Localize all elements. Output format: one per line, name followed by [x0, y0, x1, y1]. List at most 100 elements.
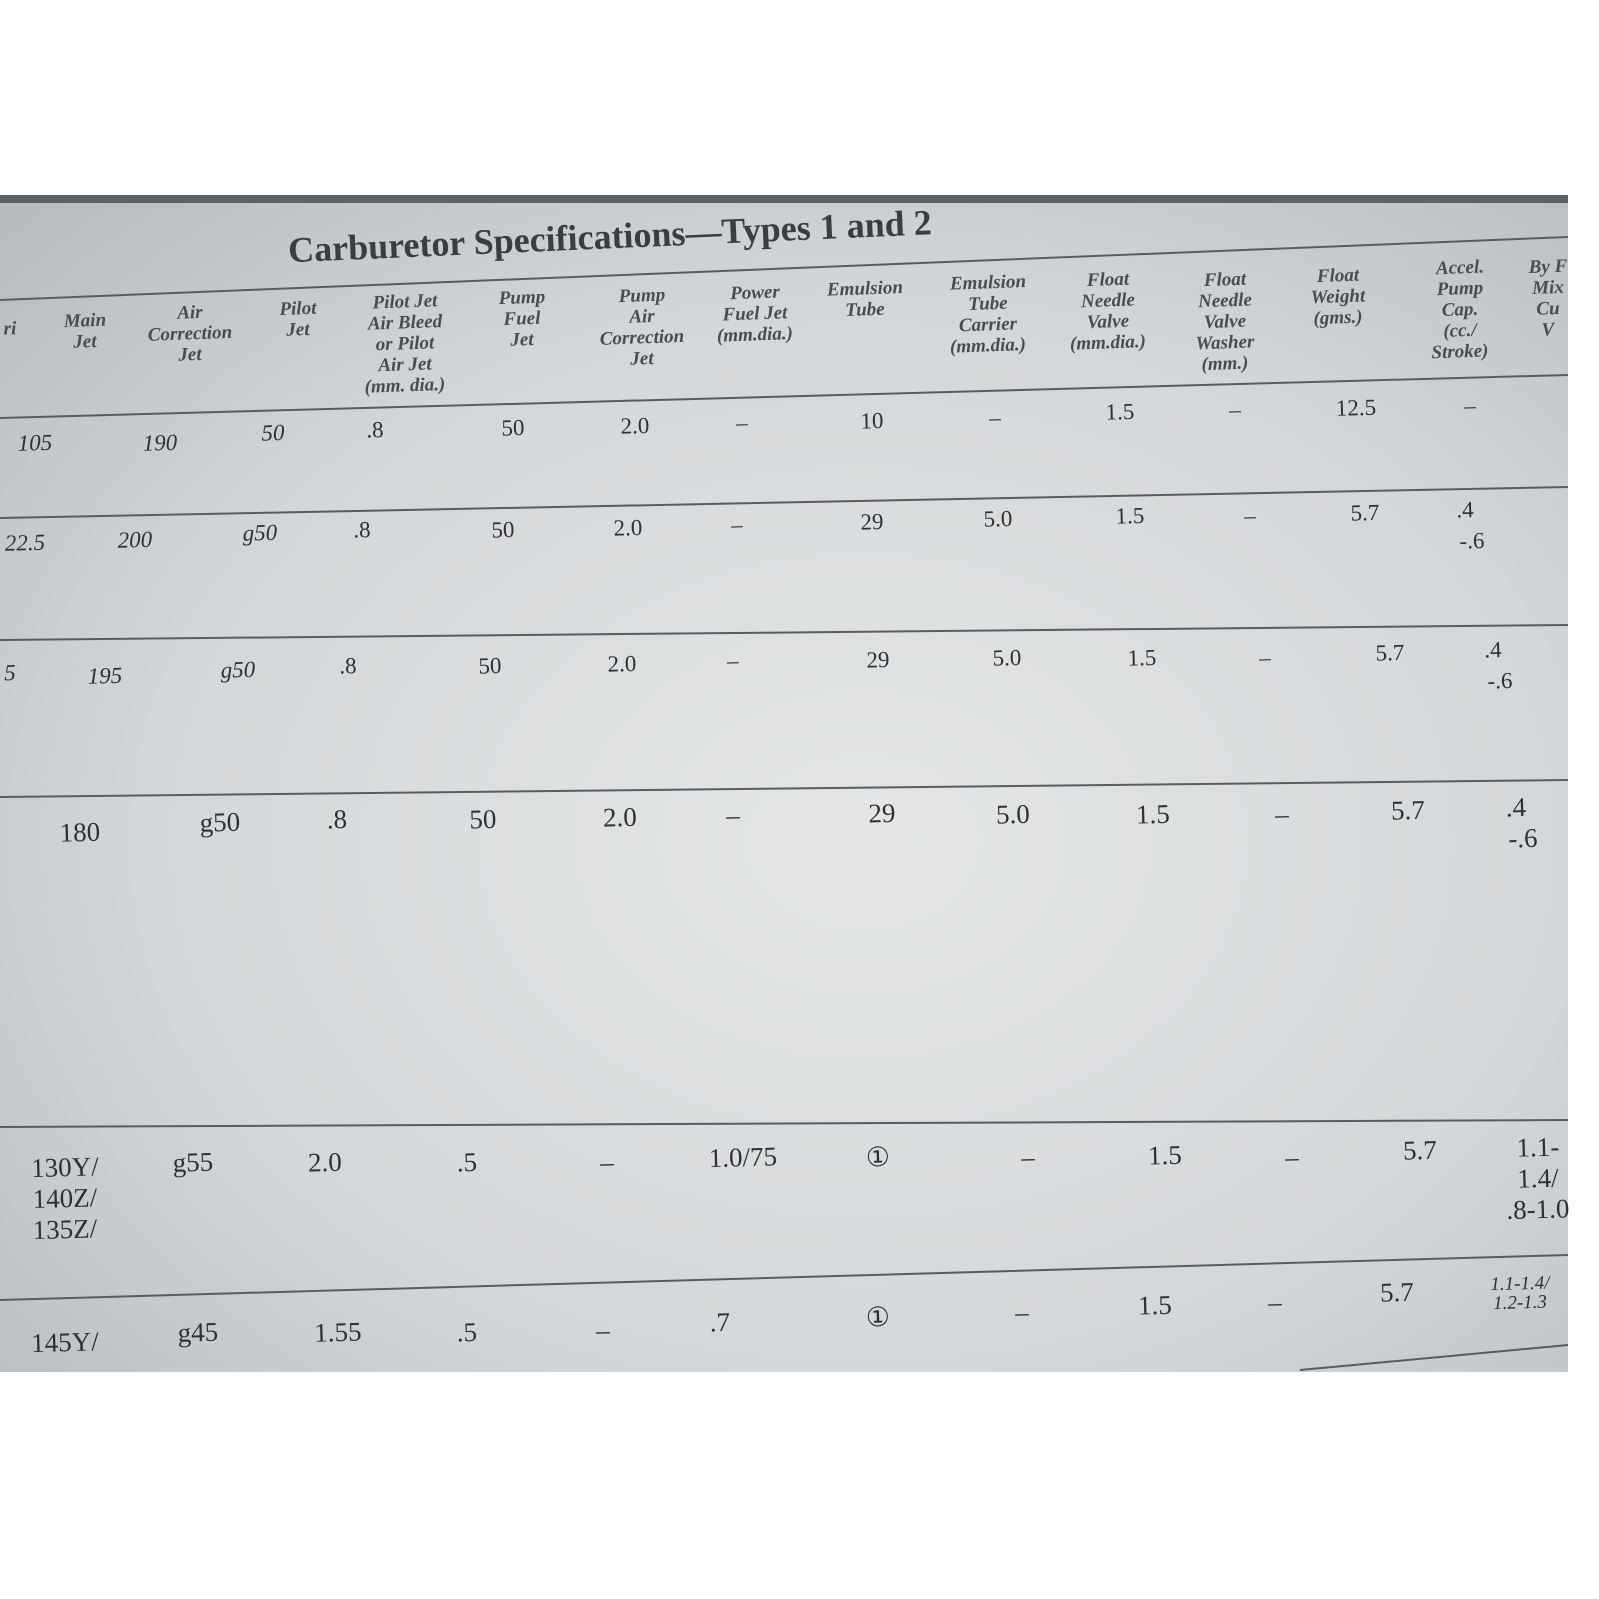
column-header: Carrier: [959, 313, 1018, 336]
cell: 1.55: [314, 1317, 362, 1348]
rule: [0, 374, 1569, 419]
cell: –: [735, 410, 749, 435]
column-header: Correction: [147, 322, 232, 346]
cell: 5.7: [1350, 500, 1379, 526]
cell: 180: [59, 817, 100, 848]
cell: ①: [865, 1302, 890, 1333]
cell: g55: [172, 1147, 213, 1178]
cell: 1.2-1.3: [1493, 1292, 1547, 1314]
cell: 2.0: [603, 802, 638, 833]
cell: 1.1-1.4/: [1490, 1273, 1551, 1296]
cell: –: [726, 648, 740, 673]
column-header: Pump: [617, 285, 665, 308]
column-header: Needle: [1197, 289, 1253, 312]
cell: 12.5: [1335, 395, 1376, 421]
column-header: Jet: [509, 329, 535, 351]
cell: –: [599, 1147, 615, 1177]
rule: [0, 624, 1569, 641]
cell: –: [1014, 1297, 1030, 1327]
column-header: Emulsion: [826, 277, 904, 301]
cell: -.6: [1487, 668, 1513, 694]
cell: .5: [456, 1147, 477, 1178]
rules: [0, 236, 1569, 1371]
column-header: Air Bleed: [366, 311, 443, 335]
cell: g50: [199, 807, 240, 838]
column-header: Jet: [629, 348, 655, 370]
column-header: (mm.dia.): [950, 334, 1027, 358]
cell: –: [1267, 1287, 1283, 1317]
cell: .8: [353, 517, 371, 542]
cell: .7: [709, 1307, 730, 1338]
column-header: (mm.): [1201, 353, 1249, 376]
column-header: Cap.: [1441, 299, 1478, 321]
cell: .8: [366, 417, 384, 442]
column-header: (mm.dia.): [1070, 331, 1147, 355]
cell: 1.5: [1127, 645, 1156, 671]
column-header: Accel.: [1435, 257, 1485, 280]
cell: .5: [456, 1317, 477, 1348]
column-header: (mm. dia.): [364, 374, 445, 398]
cell: 2.0: [613, 515, 642, 541]
cell: 135Z/: [32, 1213, 98, 1245]
cell: 1.0/75: [708, 1141, 777, 1173]
cell: 5.7: [1403, 1135, 1438, 1166]
column-header: Power: [729, 281, 781, 304]
cell: g50: [242, 520, 278, 546]
cell: 50: [491, 517, 515, 543]
cell: 105: [17, 430, 52, 456]
cell: 5.7: [1380, 1277, 1415, 1308]
cell: –: [988, 405, 1002, 430]
cell: –: [1228, 397, 1242, 422]
column-header: Stroke): [1431, 340, 1489, 363]
cell: 130Y/: [31, 1151, 100, 1183]
column-header: Valve: [1086, 311, 1129, 333]
column-header: Cu: [1536, 298, 1560, 320]
column-header: ri: [3, 318, 17, 339]
cell: 1.5: [1115, 503, 1144, 529]
column-header: Air Jet: [377, 353, 433, 376]
cell: –: [1243, 503, 1257, 528]
cell: 29: [868, 798, 896, 829]
cell: .8-1.0: [1506, 1193, 1570, 1225]
column-header: Pilot Jet: [371, 290, 438, 313]
cell: –: [1274, 799, 1290, 829]
cell: 195: [87, 663, 122, 689]
column-header: Emulsion: [949, 271, 1027, 295]
cell: 5.0: [996, 799, 1031, 830]
rule: [0, 486, 1569, 519]
cell: –: [730, 512, 744, 537]
cell: 5.7: [1391, 795, 1426, 826]
cell: 5.7: [1375, 640, 1404, 666]
cell: 1.5: [1105, 399, 1134, 425]
cell: 50: [478, 653, 502, 679]
cell: .4: [1505, 792, 1527, 823]
cell: 1.1-: [1516, 1132, 1560, 1163]
column-header: Float: [1085, 269, 1130, 292]
column-header: Jet: [72, 331, 98, 353]
cell: .4: [1456, 497, 1474, 522]
column-header: Fuel: [502, 308, 541, 330]
paper-edge: [0, 195, 1568, 203]
cell: .8: [326, 804, 347, 835]
column-header: Float: [1315, 265, 1360, 288]
column-header: Pump: [1435, 278, 1483, 301]
cell: 29: [866, 647, 890, 673]
cell: .8: [339, 653, 357, 678]
cell: 22.5: [4, 530, 45, 556]
column-header: Fuel Jet: [721, 302, 788, 325]
column-header: Washer: [1195, 331, 1255, 354]
cell: g50: [220, 657, 256, 683]
column-header: Pump: [497, 287, 545, 310]
column-header: By F: [1527, 256, 1568, 278]
cell: 50: [469, 804, 497, 835]
cell: –: [595, 1315, 611, 1345]
rule: [0, 1254, 1569, 1301]
column-header: (cc./: [1443, 320, 1479, 342]
column-header: Jet: [285, 319, 311, 341]
column-header: Correction: [599, 326, 684, 350]
rule: [0, 779, 1569, 798]
cell: 2.0: [308, 1147, 343, 1178]
cell: –: [1258, 645, 1272, 670]
